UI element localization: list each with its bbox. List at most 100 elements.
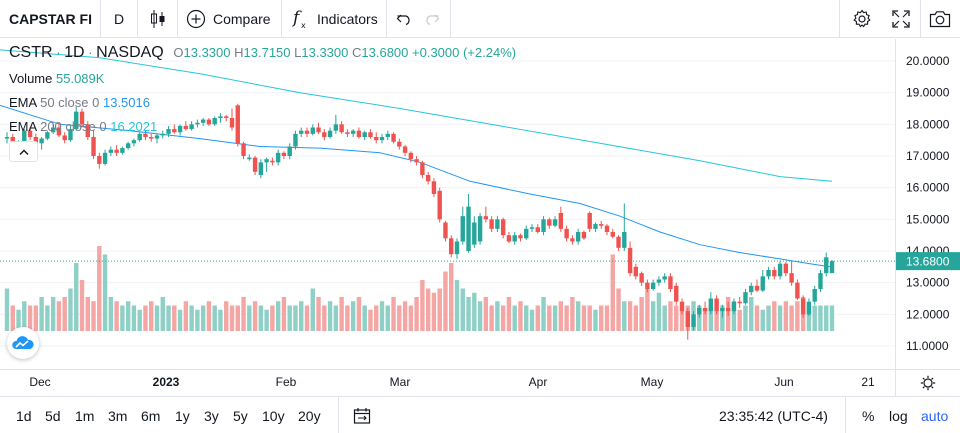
range-20y-button[interactable]: 20y xyxy=(298,397,321,433)
indicators-label: Indicators xyxy=(317,11,378,27)
volume-bar xyxy=(472,292,477,331)
percent-toggle[interactable]: % xyxy=(862,397,874,433)
chart-style-button[interactable] xyxy=(149,0,167,38)
volume-bar xyxy=(397,305,402,331)
range-1m-button[interactable]: 1m xyxy=(75,397,94,433)
volume-bar xyxy=(443,271,448,331)
goto-date-button[interactable] xyxy=(353,397,371,433)
volume-bar xyxy=(368,309,373,331)
volume-bar xyxy=(650,301,656,331)
volume-bar xyxy=(616,288,621,331)
time-axis-labels: Dec 2023 Feb Mar Apr May Jun 21 xyxy=(29,375,875,389)
toolbar-divider xyxy=(281,0,282,38)
legend-exchange: NASDAQ xyxy=(96,44,164,61)
price-axis[interactable]: 20.0000 19.0000 18.0000 17.0000 16.0000 15.00… xyxy=(895,39,960,369)
time-tick-label: Feb xyxy=(276,375,297,389)
candle-body xyxy=(518,235,523,239)
time-tick-label: Apr xyxy=(529,375,548,389)
volume-bar xyxy=(697,305,702,331)
fullscreen-button[interactable] xyxy=(892,0,910,38)
range-5d-button[interactable]: 5d xyxy=(45,397,61,433)
legend-collapse-button[interactable] xyxy=(9,141,38,162)
range-5y-button[interactable]: 5y xyxy=(233,397,248,433)
volume-bar xyxy=(252,301,258,331)
volume-bar xyxy=(206,301,212,331)
high-label: H xyxy=(234,45,244,60)
volume-bar xyxy=(183,301,189,331)
candle-body xyxy=(149,137,154,139)
undo-button[interactable] xyxy=(396,0,412,38)
volume-bar xyxy=(702,309,708,331)
volume-bar xyxy=(264,309,269,331)
ema200-legend[interactable]: EMA 200 close 0 16.2021 xyxy=(9,119,157,134)
candle-body xyxy=(593,224,598,229)
toolbar-divider xyxy=(100,0,101,38)
axis-settings-button[interactable] xyxy=(895,370,960,396)
interval-button[interactable]: D xyxy=(114,0,124,38)
ema200-value: 16.2021 xyxy=(110,119,158,134)
candle-body xyxy=(235,105,240,144)
candle-body xyxy=(189,124,194,130)
symbol-search-button[interactable]: CAPSTAR FI xyxy=(9,0,92,38)
volume-bar xyxy=(662,305,667,331)
price-tick-label: 13.0000 xyxy=(906,276,950,290)
range-3m-button[interactable]: 3m xyxy=(108,397,127,433)
camera-icon xyxy=(929,11,951,28)
candle-body xyxy=(564,228,569,239)
price-chart[interactable] xyxy=(0,39,895,369)
tradingview-logo[interactable] xyxy=(7,327,39,359)
range-10y-button[interactable]: 10y xyxy=(262,397,285,433)
candle-body xyxy=(281,152,287,156)
time-axis[interactable]: Dec 2023 Feb Mar Apr May Jun 21 xyxy=(0,369,960,396)
candle-body xyxy=(541,219,546,232)
volume-bar xyxy=(633,305,639,331)
auto-toggle[interactable]: auto xyxy=(921,397,948,433)
ema50-legend[interactable]: EMA 50 close 0 13.5016 xyxy=(9,95,150,110)
volume-legend[interactable]: Volume 55.089K xyxy=(9,71,104,86)
toolbar-divider xyxy=(386,0,387,38)
ema50-line xyxy=(0,104,831,268)
volume-bar xyxy=(27,305,33,331)
candle-body xyxy=(27,130,33,137)
range-1d-button[interactable]: 1d xyxy=(16,397,32,433)
candle-body xyxy=(414,159,419,163)
candle-body xyxy=(604,225,610,232)
volume-value: 55.089K xyxy=(56,71,105,86)
candle-body xyxy=(345,132,350,134)
screenshot-button[interactable] xyxy=(929,0,951,38)
volume-bar xyxy=(720,305,725,331)
candle-body xyxy=(425,175,431,182)
auto-label: auto xyxy=(921,407,949,424)
compare-button[interactable]: Compare xyxy=(186,0,271,38)
range-6m-button[interactable]: 6m xyxy=(141,397,160,433)
candle-body xyxy=(587,213,592,229)
range-1y-button[interactable]: 1y xyxy=(175,397,190,433)
toolbar-divider xyxy=(137,0,138,38)
candle-body xyxy=(74,111,79,130)
volume-bar xyxy=(293,305,298,331)
volume-bar xyxy=(56,301,62,331)
candle-body xyxy=(535,227,540,232)
volume-bar xyxy=(270,305,275,331)
timezone-clock[interactable]: 23:35:42 (UTC-4) xyxy=(719,397,828,433)
candle-body xyxy=(275,152,281,163)
candle-body xyxy=(125,143,131,149)
range-3y-button[interactable]: 3y xyxy=(204,397,219,433)
plus-circle-icon xyxy=(186,9,206,29)
redo-button[interactable] xyxy=(424,0,440,38)
candle-body xyxy=(824,257,829,274)
candle-body xyxy=(397,141,402,147)
volume-bar xyxy=(131,305,137,331)
volume-bar xyxy=(350,301,356,331)
volume-bar xyxy=(143,305,148,331)
settings-button[interactable] xyxy=(852,0,872,38)
low-value: 13.3300 xyxy=(301,45,349,60)
volume-bar xyxy=(558,301,564,331)
volume-bar xyxy=(789,305,794,331)
candle-body xyxy=(449,238,454,255)
ema200-params: 200 close 0 xyxy=(40,119,107,134)
log-toggle[interactable]: log xyxy=(889,397,908,433)
candle-body xyxy=(85,124,90,137)
